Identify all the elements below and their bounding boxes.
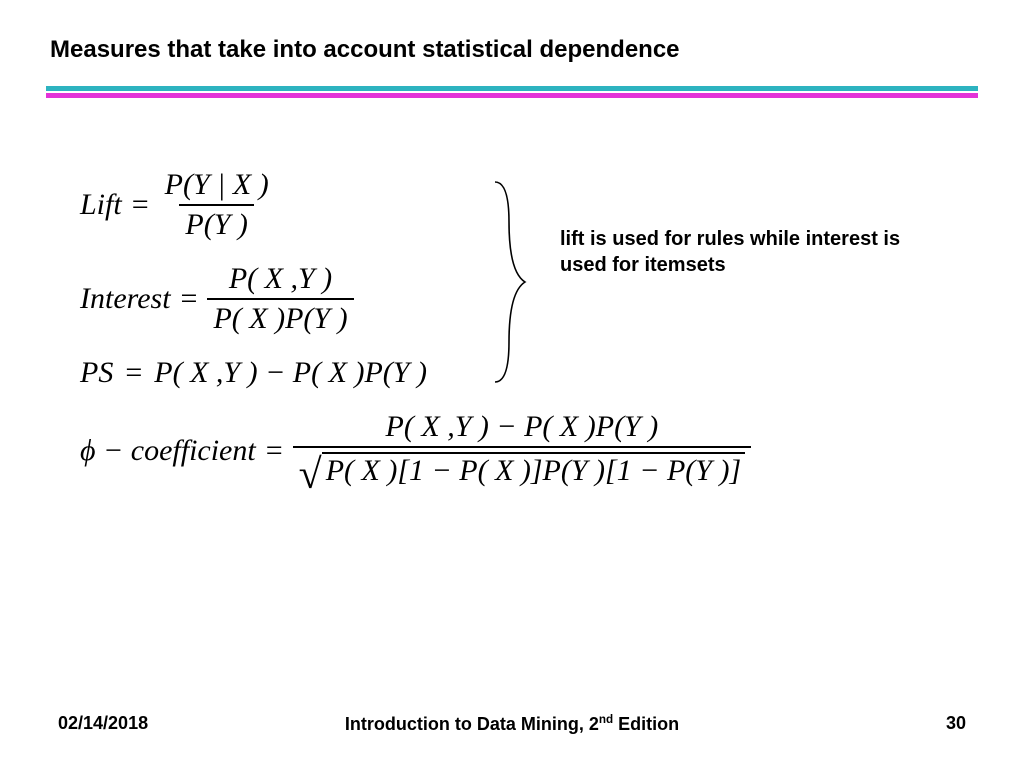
equals-sign: = xyxy=(181,284,198,314)
curly-brace-icon xyxy=(485,172,535,392)
interest-lhs: Interest xyxy=(80,284,171,314)
divider-bar-top xyxy=(46,86,978,91)
equals-sign: = xyxy=(125,358,142,388)
lift-lhs: Lift xyxy=(80,190,122,220)
lift-numerator: P(Y | X ) xyxy=(159,170,275,204)
lift-denominator: P(Y ) xyxy=(179,204,254,240)
footer-edition-sup: nd xyxy=(599,713,613,726)
ps-lhs: PS xyxy=(80,358,113,388)
slide-footer: 02/14/2018 Introduction to Data Mining, … xyxy=(0,713,1024,734)
annotation-note: lift is used for rules while interest is… xyxy=(560,226,940,278)
phi-denominator: √ P( X )[1 − P( X )]P(Y )[1 − P(Y )] xyxy=(293,446,752,490)
footer-book-text: Introduction to Data Mining, 2 xyxy=(345,714,599,734)
phi-fraction: P( X ,Y ) − P( X )P(Y ) √ P( X )[1 − P( … xyxy=(293,412,752,490)
footer-edition-suffix: Edition xyxy=(613,714,679,734)
interest-denominator: P( X )P(Y ) xyxy=(207,298,353,334)
equals-sign: = xyxy=(132,190,149,220)
equation-phi: ϕ − coefficient = P( X ,Y ) − P( X )P(Y … xyxy=(80,412,964,490)
ps-rhs: P( X ,Y ) − P( X )P(Y ) xyxy=(154,358,427,388)
footer-book-title: Introduction to Data Mining, 2nd Edition xyxy=(345,713,679,735)
title-divider xyxy=(46,86,978,98)
phi-lhs: ϕ − coefficient xyxy=(80,436,256,466)
interest-fraction: P( X ,Y ) P( X )P(Y ) xyxy=(207,264,353,334)
slide-title: Measures that take into account statisti… xyxy=(50,36,680,64)
lift-fraction: P(Y | X ) P(Y ) xyxy=(159,170,275,240)
phi-numerator: P( X ,Y ) − P( X )P(Y ) xyxy=(380,412,665,446)
divider-bar-bottom xyxy=(46,93,978,98)
footer-page-number: 30 xyxy=(946,713,966,734)
phi-radicand: P( X )[1 − P( X )]P(Y )[1 − P(Y )] xyxy=(322,452,745,486)
radical-sign: √ xyxy=(299,461,322,490)
footer-date: 02/14/2018 xyxy=(58,713,148,734)
interest-numerator: P( X ,Y ) xyxy=(223,264,338,298)
equals-sign: = xyxy=(266,436,283,466)
